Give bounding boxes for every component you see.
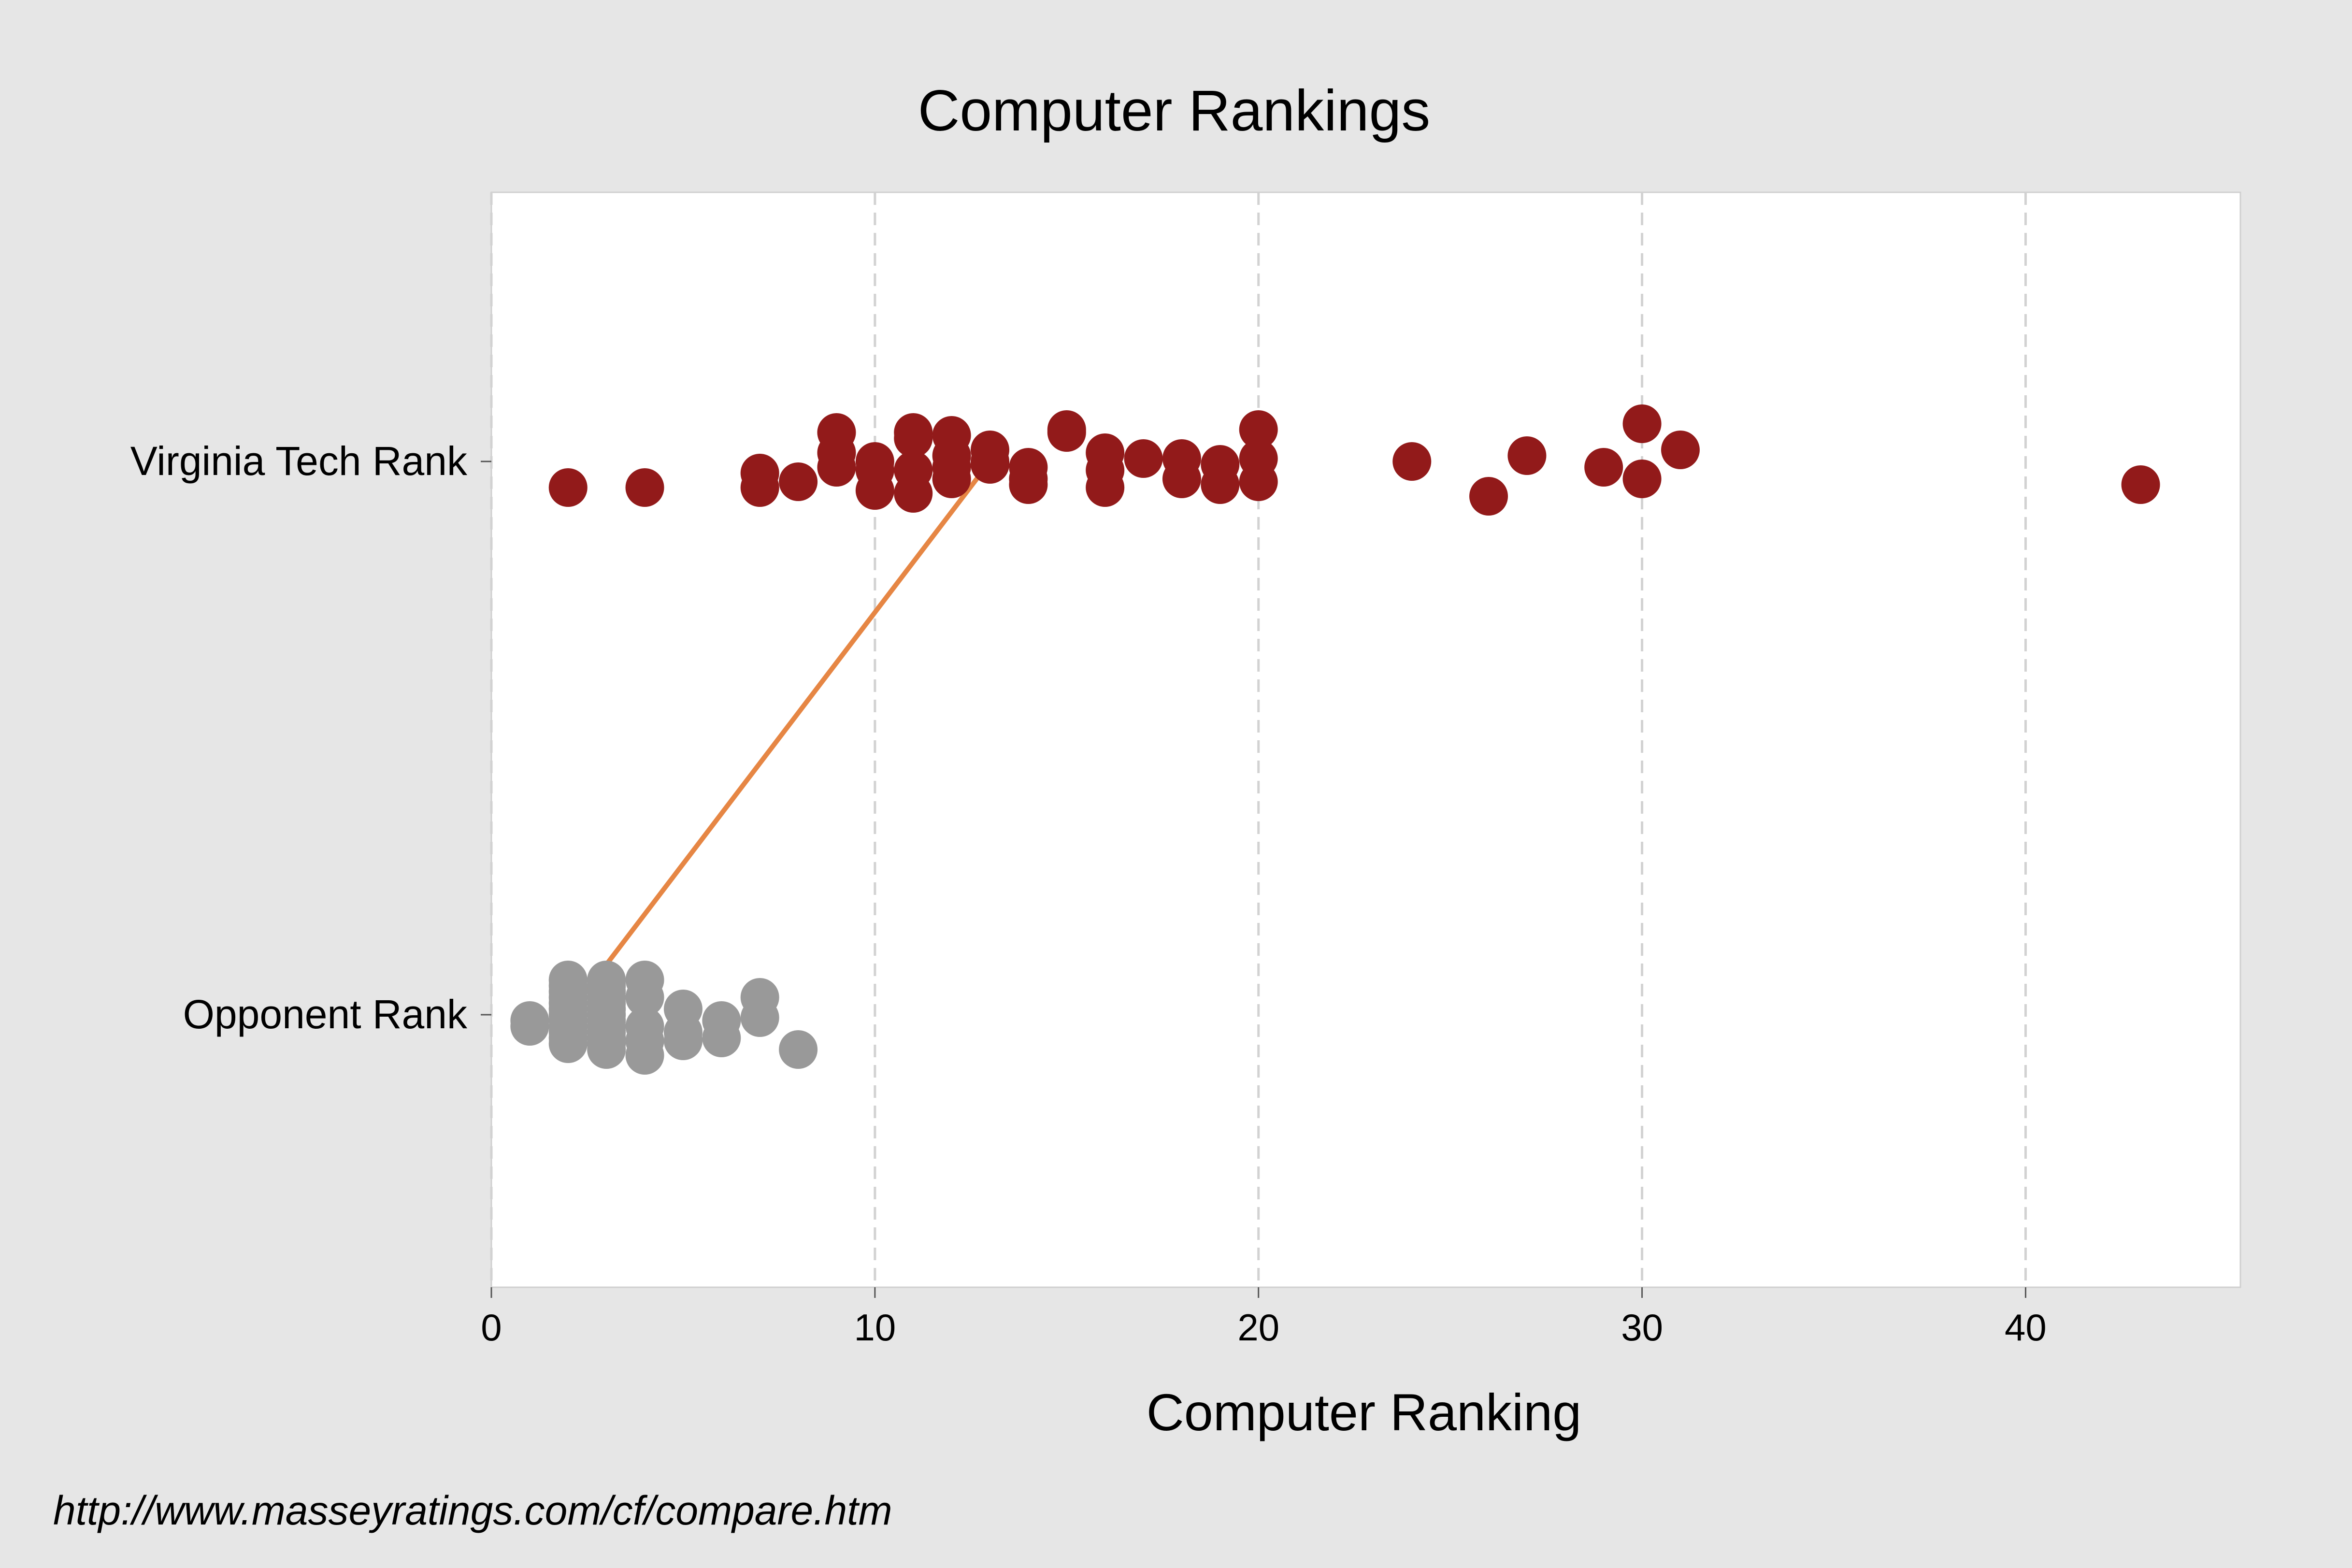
data-point — [625, 468, 664, 507]
data-points — [510, 404, 2160, 1075]
data-point — [1661, 431, 1700, 469]
x-tick-label: 40 — [2005, 1306, 2047, 1349]
data-point — [1239, 410, 1278, 449]
median-connector-line — [565, 459, 993, 1017]
x-tick-label: 30 — [1621, 1306, 1663, 1349]
data-point — [894, 419, 933, 458]
data-point — [1507, 436, 1547, 475]
data-point — [779, 462, 818, 501]
data-point — [1047, 410, 1086, 449]
data-point — [625, 978, 664, 1017]
data-point — [1124, 439, 1163, 478]
x-axis-label: Computer Ranking — [1147, 1383, 1581, 1441]
data-point — [1622, 460, 1662, 498]
category-label: Opponent Rank — [183, 992, 468, 1037]
data-point — [1584, 448, 1623, 487]
data-point — [1162, 460, 1201, 498]
data-point — [587, 1030, 626, 1069]
data-point — [1086, 468, 1125, 507]
data-point — [510, 1007, 549, 1046]
data-point — [779, 1030, 818, 1069]
connector-layer — [565, 459, 993, 1017]
data-point — [740, 454, 779, 492]
x-tick-label: 0 — [481, 1306, 502, 1349]
data-point — [2121, 465, 2160, 504]
y-axis-categories: Virginia Tech Rank Opponent Rank — [130, 438, 491, 1037]
data-point — [1392, 442, 1432, 481]
data-point — [1622, 404, 1662, 443]
category-label: Virginia Tech Rank — [130, 438, 468, 484]
x-tick-label: 10 — [854, 1306, 896, 1349]
x-tick-label: 20 — [1237, 1306, 1279, 1349]
data-point — [663, 1021, 703, 1060]
data-point — [548, 1024, 588, 1063]
data-point — [702, 1019, 741, 1057]
data-point — [1201, 465, 1240, 504]
data-point — [855, 442, 894, 481]
data-point — [740, 998, 779, 1037]
x-axis-ticks: 0 10 20 30 40 — [481, 1287, 2047, 1349]
plot-area — [490, 191, 2241, 1288]
data-point — [817, 448, 856, 487]
data-point — [1009, 465, 1048, 504]
data-point — [971, 445, 1010, 484]
data-point — [894, 474, 933, 513]
data-point — [548, 468, 588, 507]
data-point — [1469, 477, 1508, 516]
source-url: http://www.masseyratings.com/cf/compare.… — [53, 1488, 892, 1533]
data-point — [932, 460, 971, 498]
data-point — [625, 1036, 664, 1075]
data-point — [1239, 462, 1278, 501]
chart-title: Computer Rankings — [918, 78, 1431, 143]
